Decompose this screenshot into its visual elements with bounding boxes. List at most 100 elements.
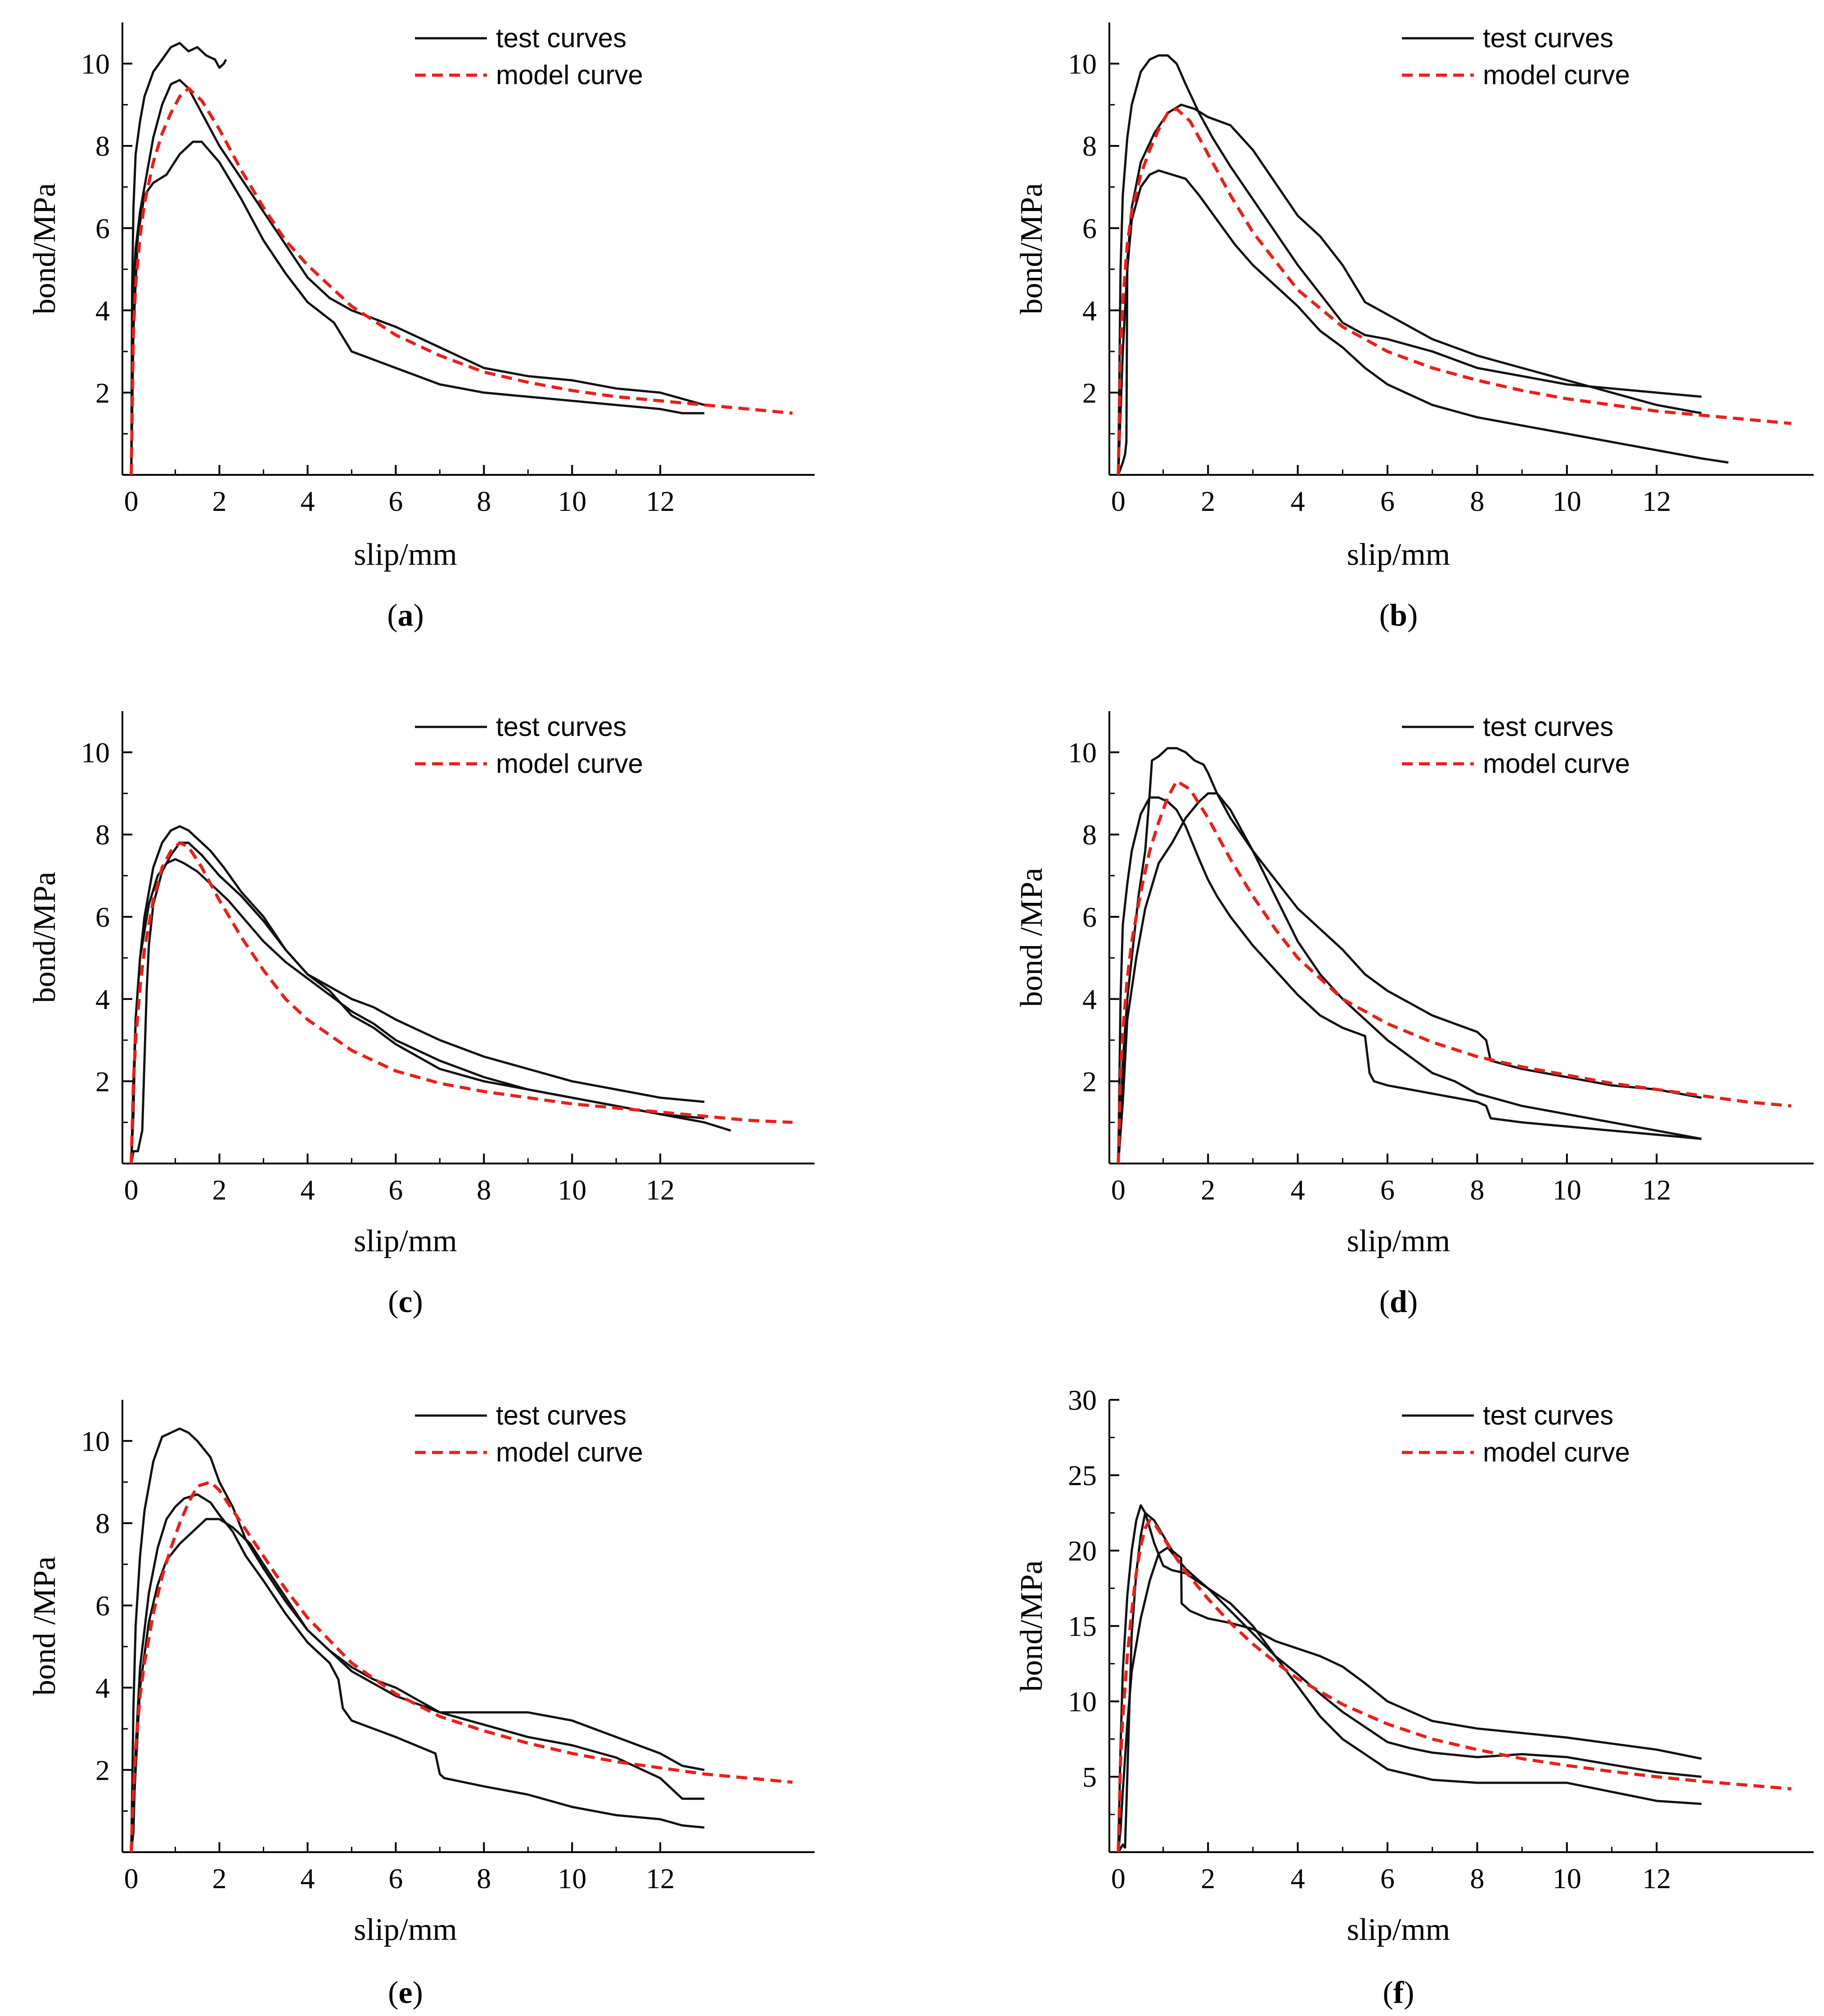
legend-test-label: test curves [496, 23, 626, 53]
legend-model-label: model curve [496, 1437, 643, 1467]
chart-panel-f: 0 2 4 6 8 10 12 5 10 15 20 25 30 slip/mm bond/MPa (f) te… [1014, 1384, 1814, 2010]
panel-label: (b) [1379, 598, 1418, 633]
chart-panel-b: 0 2 4 6 8 10 12 2 4 6 8 10 slip/mm bond/MPa (b) test cu… [1014, 23, 1814, 633]
model-curve-line [1117, 1519, 1792, 1853]
chart-panel-c: 0 2 4 6 8 10 12 2 4 6 8 10 slip/mm bond/MPa (c) test cu… [27, 711, 815, 1319]
legend-model-label: model curve [1483, 1437, 1630, 1467]
x-tick-label: 10 [1553, 485, 1581, 517]
legend-test-label: test curves [496, 712, 626, 742]
panel-label: (c) [388, 1285, 423, 1319]
test-curve-line-3 [1117, 1546, 1702, 1853]
x-tick-label: 12 [1642, 1174, 1671, 1206]
x-tick-label: 4 [1291, 1863, 1305, 1894]
y-tick-label: 6 [1082, 901, 1097, 933]
x-tick-label: 0 [1111, 1174, 1126, 1206]
y-tick-label: 4 [1082, 295, 1097, 327]
test-curve-line-3 [130, 140, 705, 475]
x-tick-label: 0 [124, 485, 139, 517]
x-tick-label: 8 [477, 485, 491, 517]
y-axis-title: bond/MPa [1014, 1560, 1049, 1692]
y-tick-label: 25 [1068, 1460, 1097, 1492]
legend-model-label: model curve [496, 749, 643, 779]
legend: test curves model curve [1402, 1400, 1630, 1467]
model-curve-line [130, 841, 793, 1164]
y-tick-label: 10 [81, 1425, 110, 1457]
y-tick-label: 10 [1068, 736, 1097, 768]
y-tick-label: 10 [81, 48, 110, 80]
x-tick-label: 12 [646, 1863, 675, 1894]
x-tick-label: 8 [1470, 1174, 1484, 1206]
x-axis-title: slip/mm [354, 537, 457, 572]
panel-letter: b [1390, 598, 1407, 633]
y-tick-label: 2 [95, 377, 110, 409]
legend-test-label: test curves [496, 1400, 626, 1430]
x-tick-label: 0 [124, 1863, 139, 1894]
x-axis-title: slip/mm [354, 1912, 457, 1947]
y-tick-label: 6 [95, 212, 110, 244]
legend: test curves model curve [415, 712, 643, 779]
test-curve-line-2 [1117, 796, 1702, 1164]
x-tick-label: 2 [1201, 1863, 1215, 1894]
y-axis-title: bond /MPa [27, 1556, 62, 1696]
test-curve-line-2 [130, 841, 731, 1164]
x-tick-label: 8 [477, 1174, 491, 1206]
test-curve-line-3 [130, 1518, 705, 1853]
test-curve-line-1 [130, 42, 227, 475]
y-tick-label: 4 [95, 1672, 110, 1704]
y-tick-label: 8 [1082, 819, 1097, 851]
x-tick-label: 10 [558, 1174, 586, 1206]
x-tick-label: 2 [1201, 1174, 1215, 1206]
legend-model-label: model curve [1483, 60, 1630, 90]
y-tick-label: 6 [1082, 212, 1097, 244]
y-tick-label: 2 [95, 1754, 110, 1786]
x-tick-label: 6 [388, 1174, 403, 1206]
model-curve-line [1117, 107, 1792, 475]
legend: test curves model curve [415, 23, 643, 90]
x-tick-label: 8 [1470, 1863, 1484, 1894]
x-tick-label: 4 [300, 1863, 315, 1894]
x-tick-label: 10 [1553, 1174, 1581, 1206]
x-tick-label: 0 [1111, 485, 1126, 517]
chart-panel-d: 0 2 4 6 8 10 12 2 4 6 8 10 slip/mm bond /MPa (d) test c… [1014, 711, 1814, 1319]
chart-panel-e: 0 2 4 6 8 10 12 2 4 6 8 10 slip/mm bond /MPa (e) test c… [27, 1400, 815, 2010]
legend-model-label: model curve [496, 60, 643, 90]
x-tick-label: 6 [1380, 1174, 1395, 1206]
y-tick-label: 8 [95, 130, 110, 162]
panel-label: (d) [1379, 1285, 1418, 1319]
y-tick-label: 6 [95, 1590, 110, 1622]
panel-letter: e [398, 1975, 412, 2010]
model-curve-line [130, 1480, 793, 1853]
y-tick-label: 4 [95, 983, 110, 1015]
x-axis-title: slip/mm [1347, 1912, 1450, 1947]
test-curve-line-2 [1117, 104, 1702, 475]
legend-test-label: test curves [1483, 712, 1613, 742]
y-axis-title: bond/MPa [27, 872, 62, 1003]
y-tick-label: 4 [1082, 983, 1097, 1015]
legend: test curves model curve [1402, 712, 1630, 779]
x-tick-label: 6 [1380, 1863, 1395, 1894]
y-axis-title: bond/MPa [1014, 183, 1049, 315]
y-tick-label: 2 [95, 1065, 110, 1097]
x-tick-label: 12 [646, 1174, 675, 1206]
y-tick-label: 5 [1082, 1761, 1097, 1793]
y-axis-title: bond/MPa [27, 183, 62, 315]
x-tick-label: 6 [388, 1863, 403, 1894]
test-curve-line-2 [1117, 1511, 1702, 1853]
y-tick-label: 4 [95, 295, 110, 327]
legend: test curves model curve [415, 1400, 643, 1467]
x-tick-label: 12 [1642, 485, 1671, 517]
x-tick-label: 12 [1642, 1863, 1671, 1894]
y-axis-title: bond /MPa [1014, 868, 1049, 1007]
x-tick-label: 4 [300, 485, 315, 517]
x-tick-label: 4 [1291, 485, 1305, 517]
test-curve-line-3 [1117, 169, 1729, 475]
x-tick-label: 2 [212, 485, 227, 517]
x-tick-label: 2 [1201, 485, 1215, 517]
chart-panel-a: 0 2 4 6 8 10 12 2 4 6 8 10 slip/mm bond/MPa (a) test cu… [27, 23, 815, 633]
y-tick-label: 8 [95, 1507, 110, 1539]
test-curve-line-1 [1117, 747, 1702, 1164]
panel-label: (a) [387, 598, 424, 633]
y-tick-label: 10 [1068, 48, 1097, 80]
y-tick-label: 15 [1068, 1610, 1097, 1642]
